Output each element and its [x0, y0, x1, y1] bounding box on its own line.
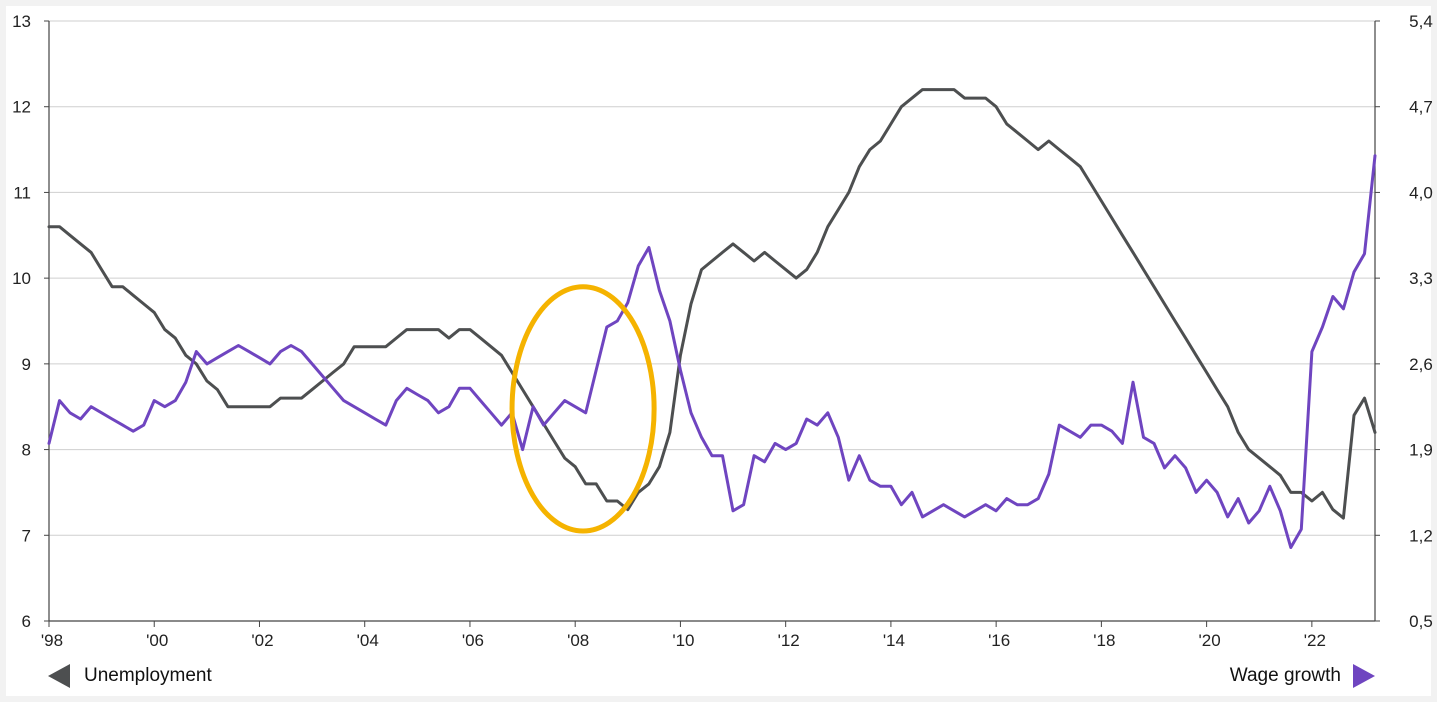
left-tick-label: 13 — [12, 12, 31, 31]
series-lines — [47, 88, 1377, 549]
x-tick-label: '06 — [462, 631, 484, 650]
axes — [44, 20, 1380, 627]
x-tick-label: '00 — [146, 631, 168, 650]
left-tick-label: 9 — [22, 355, 31, 374]
highlight-ellipse — [509, 284, 657, 534]
left-tick-label: 12 — [12, 98, 31, 117]
legend-label-wage-growth: Wage growth — [1230, 665, 1341, 686]
x-tick-label: '04 — [357, 631, 379, 650]
legend-label-unemployment: Unemployment — [84, 665, 212, 686]
right-tick-label: 1,2 — [1409, 526, 1433, 545]
x-tick-label: '20 — [1199, 631, 1221, 650]
x-tick-label: '02 — [251, 631, 273, 650]
right-tick-label: 2,6 — [1409, 355, 1433, 374]
right-axis-ticks: 0,5 1,2 1,9 2,6 3,3 4,0 4,7 5,4 — [1409, 12, 1433, 631]
series-line-unemployment — [47, 88, 1377, 520]
chart-panel — [6, 6, 1431, 696]
right-tick-label: 3,3 — [1409, 269, 1433, 288]
annotation — [509, 284, 657, 534]
x-tick-label: '14 — [883, 631, 905, 650]
left-tick-label: 8 — [22, 441, 31, 460]
right-tick-label: 4,0 — [1409, 183, 1433, 202]
right-tick-label: 1,9 — [1409, 441, 1433, 460]
left-arrow-icon — [48, 664, 70, 688]
x-tick-label: '98 — [41, 631, 63, 650]
x-tick-label: '12 — [778, 631, 800, 650]
x-tick-label: '10 — [672, 631, 694, 650]
x-tick-label: '16 — [988, 631, 1010, 650]
x-axis-ticks: '98 '00 '02 '04 '06 '08 '10 '12 '14 '16 '18 '20 '22 — [41, 631, 1326, 650]
left-tick-label: 11 — [13, 183, 31, 202]
left-tick-label: 10 — [12, 269, 31, 288]
legend: Unemployment Wage growth — [48, 664, 1375, 688]
right-tick-label: 4,7 — [1409, 98, 1433, 117]
right-arrow-icon — [1353, 664, 1375, 688]
x-tick-label: '08 — [567, 631, 589, 650]
x-tick-label: '18 — [1093, 631, 1115, 650]
left-tick-label: 7 — [22, 526, 31, 545]
x-tick-label: '22 — [1304, 631, 1326, 650]
right-tick-label: 5,4 — [1409, 12, 1433, 31]
left-axis-ticks: 6 7 8 9 10 11 12 13 — [12, 12, 31, 631]
left-tick-label: 6 — [22, 612, 31, 631]
right-tick-label: 0,5 — [1409, 612, 1433, 631]
series-line-wage-growth — [47, 154, 1377, 549]
